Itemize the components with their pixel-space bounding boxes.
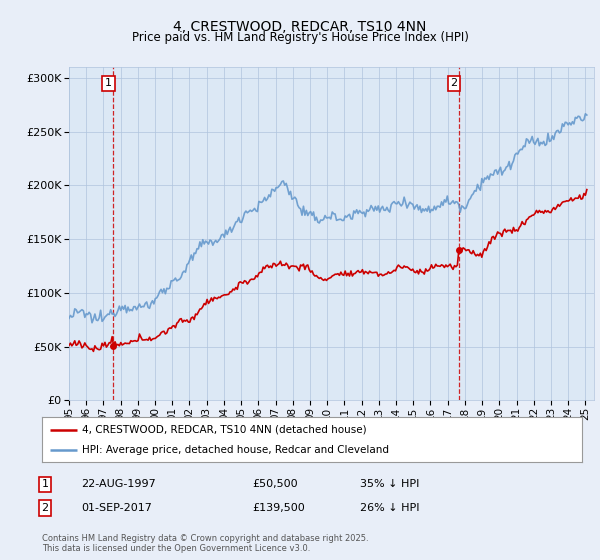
Text: 1: 1 — [105, 78, 112, 88]
Text: 2: 2 — [451, 78, 458, 88]
Text: Contains HM Land Registry data © Crown copyright and database right 2025.
This d: Contains HM Land Registry data © Crown c… — [42, 534, 368, 553]
Text: 26% ↓ HPI: 26% ↓ HPI — [360, 503, 419, 513]
Text: 4, CRESTWOOD, REDCAR, TS10 4NN (detached house): 4, CRESTWOOD, REDCAR, TS10 4NN (detached… — [83, 424, 367, 435]
Text: 01-SEP-2017: 01-SEP-2017 — [81, 503, 152, 513]
Text: 2: 2 — [41, 503, 49, 513]
Text: Price paid vs. HM Land Registry's House Price Index (HPI): Price paid vs. HM Land Registry's House … — [131, 31, 469, 44]
Text: 35% ↓ HPI: 35% ↓ HPI — [360, 479, 419, 489]
Text: £50,500: £50,500 — [252, 479, 298, 489]
Text: £139,500: £139,500 — [252, 503, 305, 513]
Text: 1: 1 — [41, 479, 49, 489]
Text: 22-AUG-1997: 22-AUG-1997 — [81, 479, 156, 489]
Text: HPI: Average price, detached house, Redcar and Cleveland: HPI: Average price, detached house, Redc… — [83, 445, 389, 455]
Text: 4, CRESTWOOD, REDCAR, TS10 4NN: 4, CRESTWOOD, REDCAR, TS10 4NN — [173, 20, 427, 34]
